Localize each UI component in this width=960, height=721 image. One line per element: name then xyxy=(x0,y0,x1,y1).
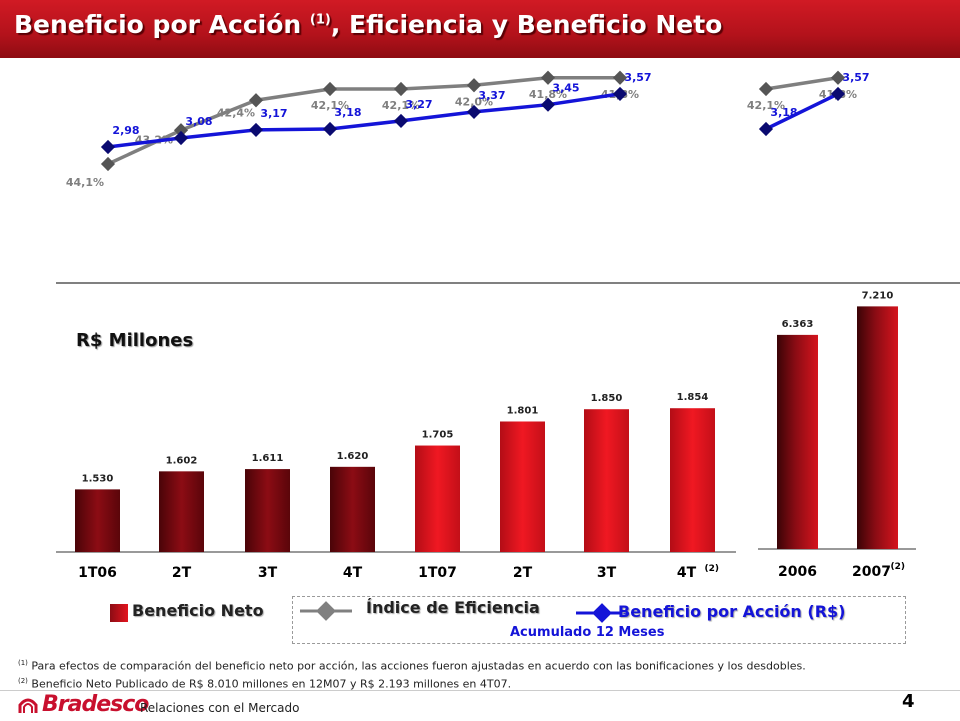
annual-eps-label: 3,18 xyxy=(770,106,797,119)
legend-accumulated-label: Acumulado 12 Meses xyxy=(510,625,665,640)
annual-net-income-bar-label: 6.363 xyxy=(782,319,814,330)
quarterly-efficiency-label: 42,1% xyxy=(382,99,420,112)
quarterly-tick-sup: (2) xyxy=(705,564,720,574)
net-income-bar xyxy=(245,469,290,552)
annual-efficiency-point xyxy=(830,70,846,85)
quarterly-eps-point xyxy=(173,130,189,146)
quarterly-eps-label: 3,08 xyxy=(185,115,212,128)
quarterly-eps-label: 3,18 xyxy=(334,106,361,119)
quarterly-tick-label: 2T xyxy=(513,565,533,581)
bar-unit-label: R$ Millones xyxy=(76,330,193,351)
quarterly-efficiency-point xyxy=(322,81,338,97)
chart-area: R$ Millones 44,1%43,2%42,4%42,1% 42,1% 42,… xyxy=(56,70,960,581)
quarterly-efficiency-label: 42,4% xyxy=(217,106,255,119)
quarterly-efficiency-label: 42,1% xyxy=(311,99,349,112)
quarterly-efficiency-point xyxy=(248,93,264,108)
footer-bar: Bradesco Relaciones con el Mercado 4 xyxy=(0,690,960,721)
legend-net-swatch xyxy=(110,604,128,622)
quarterly-efficiency-point xyxy=(612,70,628,85)
net-income-bar-label: 1.854 xyxy=(677,392,709,403)
legend-eps-label: Beneficio por Acción (R$) xyxy=(618,602,846,621)
quarterly-efficiency-point xyxy=(100,156,116,172)
annual-eps-point xyxy=(758,121,774,137)
quarterly-eps-label: 3,57 xyxy=(624,71,651,84)
bradesco-logo-icon xyxy=(18,698,38,713)
quarterly-tick-label: 1T06 xyxy=(78,565,117,581)
quarterly-eps-point xyxy=(540,97,556,112)
quarterly-efficiency-point xyxy=(466,78,482,93)
quarterly-eps-label: 3,17 xyxy=(260,107,287,120)
legend-box xyxy=(292,596,906,644)
legend-net-label: Beneficio Neto xyxy=(132,601,264,620)
net-income-bar-label: 1.611 xyxy=(252,453,284,464)
quarterly-eps-label: 3,37 xyxy=(478,89,505,102)
footnote-2: (2) Beneficio Neto Publicado de R$ 8.010… xyxy=(18,676,512,691)
net-income-bar xyxy=(330,466,375,552)
annual-efficiency-line xyxy=(765,76,839,91)
annual-efficiency-label: 42,1% xyxy=(747,99,785,112)
quarterly-eps-line xyxy=(107,92,621,149)
annual-net-income-bar xyxy=(777,334,818,549)
quarterly-eps-label: 3,27 xyxy=(405,98,432,111)
net-income-bar-label: 1.530 xyxy=(82,473,114,484)
annual-tick-label: 2007 xyxy=(852,564,891,580)
annual-eps-point xyxy=(830,86,846,101)
quarterly-eps-point xyxy=(322,121,338,137)
quarterly-efficiency-label: 44,1% xyxy=(66,176,104,189)
quarterly-efficiency-label: 41,8% xyxy=(529,88,567,101)
quarterly-eps-point xyxy=(248,122,264,137)
quarterly-efficiency-point xyxy=(540,70,556,85)
quarterly-tick-label: 4T xyxy=(677,565,697,581)
footnote-1: (1) Para efectos de comparación del bene… xyxy=(18,659,806,673)
net-income-bar xyxy=(159,471,204,552)
net-income-bar-label: 1.801 xyxy=(507,405,539,416)
annual-eps-label: 3,57 xyxy=(842,71,869,84)
brand-name: Bradesco xyxy=(42,692,149,717)
annual-tick-sup: (2) xyxy=(891,562,906,572)
quarterly-eps-label: 3,45 xyxy=(552,82,579,95)
quarterly-tick-label: 3T xyxy=(258,565,278,581)
net-income-bar xyxy=(75,489,120,552)
footer-section-label: Relaciones con el Mercado xyxy=(140,701,300,715)
quarterly-eps-point xyxy=(612,86,628,101)
quarterly-efficiency-line xyxy=(107,76,620,166)
net-income-bar-label: 1.705 xyxy=(422,430,454,441)
legend-efficiency-marker xyxy=(300,601,352,621)
quarterly-eps-point xyxy=(100,139,116,155)
annual-efficiency-point xyxy=(758,81,774,97)
net-income-bar xyxy=(500,421,545,552)
net-income-bar-label: 1.620 xyxy=(337,451,369,462)
quarterly-tick-label: 1T07 xyxy=(418,565,457,581)
annual-eps-line xyxy=(765,92,839,131)
title-bar: Beneficio por Acción (1), Eficiencia y B… xyxy=(0,0,960,58)
quarterly-eps-label: 2,98 xyxy=(112,124,139,137)
net-income-bar-label: 1.850 xyxy=(591,393,623,404)
quarterly-efficiency-point xyxy=(393,81,409,97)
page-title: Beneficio por Acción (1), Eficiencia y B… xyxy=(14,10,723,39)
quarterly-eps-point xyxy=(393,113,409,128)
quarterly-tick-label: 2T xyxy=(172,565,192,581)
annual-tick-label: 2006 xyxy=(778,564,817,580)
page-number: 4 xyxy=(902,691,915,712)
legend-efficiency-label: Índice de Eficiencia xyxy=(366,598,540,617)
net-income-bar xyxy=(415,445,460,552)
quarterly-tick-label: 4T xyxy=(343,565,363,581)
legend-eps-marker xyxy=(576,603,628,623)
footnotes: (1) Para efectos de comparación del bene… xyxy=(18,656,806,691)
net-income-bar xyxy=(670,408,715,552)
annual-net-income-bar-label: 7.210 xyxy=(862,290,894,301)
quarterly-tick-label: 3T xyxy=(597,565,617,581)
annual-net-income-bar xyxy=(857,306,898,549)
net-income-bar-label: 1.602 xyxy=(166,455,198,466)
quarterly-eps-point xyxy=(466,104,482,119)
quarterly-efficiency-label: 42,0% xyxy=(455,95,493,108)
net-income-bar xyxy=(584,409,629,552)
